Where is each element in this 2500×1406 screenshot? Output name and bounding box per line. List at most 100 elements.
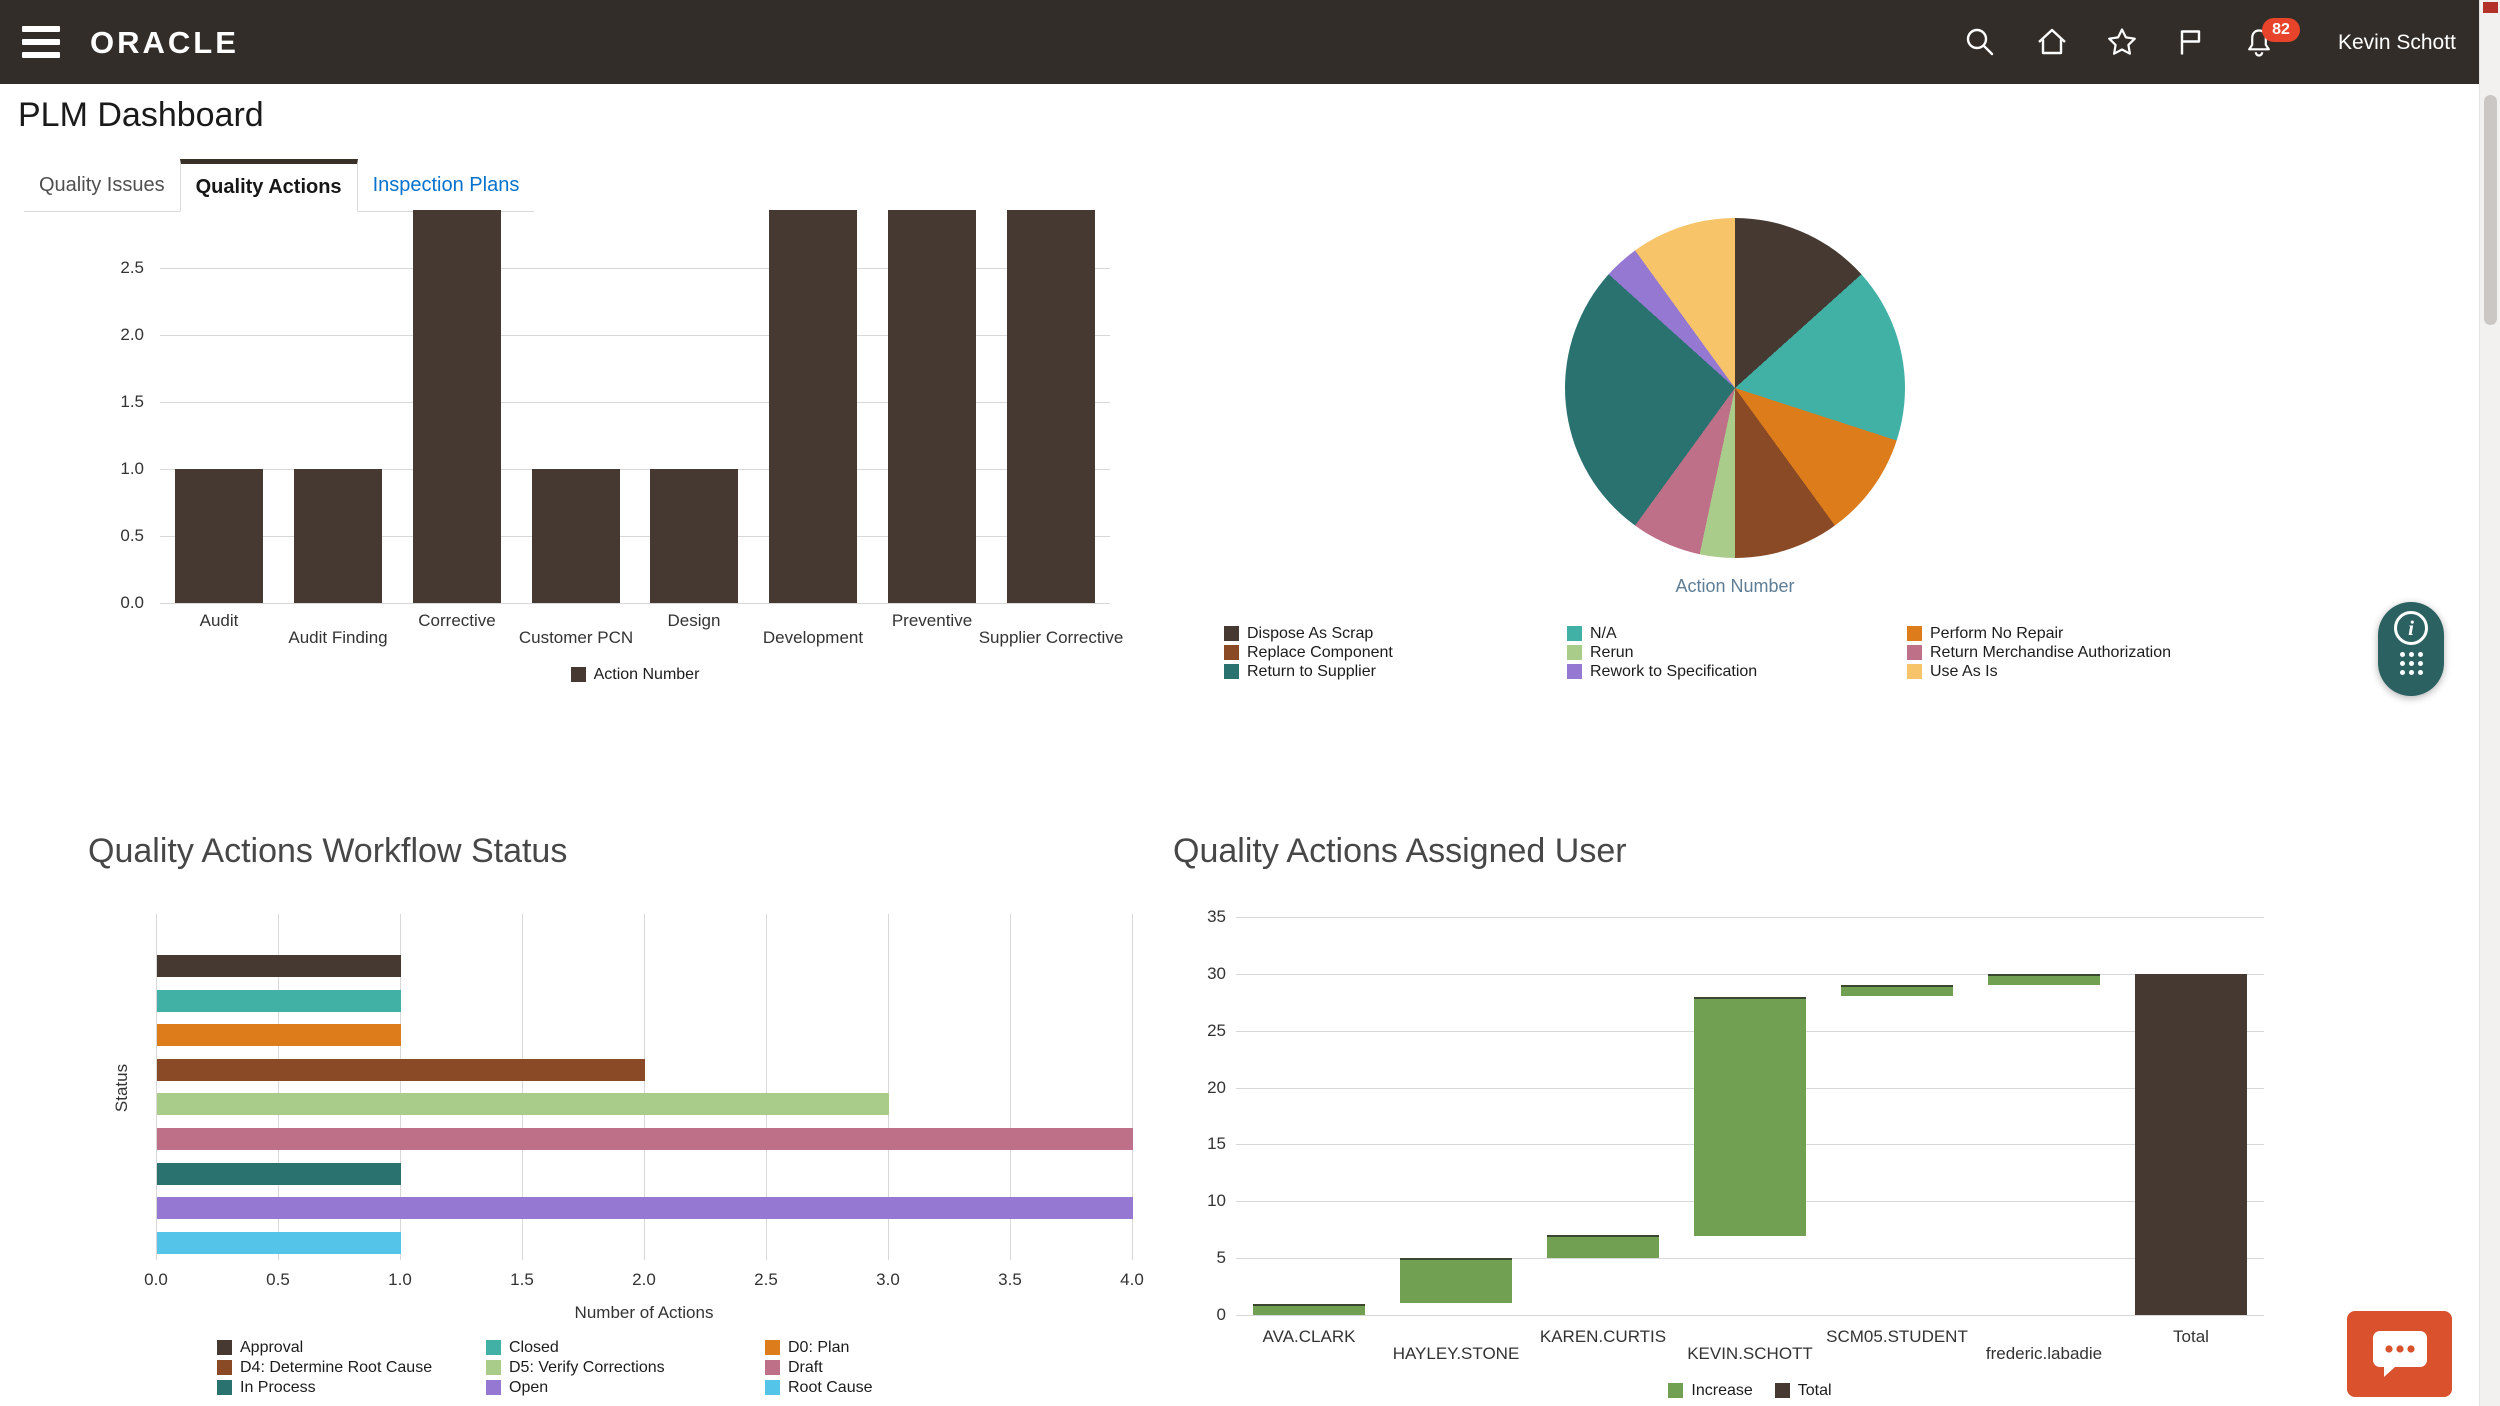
legend-swatch	[765, 1360, 780, 1375]
x-tick-label: 2.5	[754, 1270, 778, 1289]
y-tick-label: 15	[1207, 1134, 1226, 1153]
y-tick-label: 1.5	[120, 392, 144, 411]
gridline	[156, 914, 157, 1260]
legend-item: Draft	[765, 1358, 823, 1377]
x-category-label: Total	[2173, 1327, 2209, 1346]
chart-legend: Action Number	[160, 665, 1110, 684]
legend-label: In Process	[240, 1379, 316, 1396]
legend-label: Rework to Specification	[1590, 663, 1758, 680]
x-category-label: Audit	[199, 611, 239, 630]
tab-quality-actions[interactable]: Quality Actions	[179, 159, 358, 212]
search-icon[interactable]	[1963, 25, 1997, 59]
x-category-label: AVA.CLARK	[1262, 1327, 1356, 1346]
y-tick-label: 20	[1207, 1078, 1226, 1097]
gridline	[160, 402, 1110, 403]
x-category-label: SCM05.STUDENT	[1826, 1327, 1968, 1346]
user-menu[interactable]: Kevin Schott	[2338, 31, 2456, 54]
legend-label: D5: Verify Corrections	[509, 1359, 665, 1376]
legend-swatch	[217, 1380, 232, 1395]
legend-item: Approval	[217, 1338, 303, 1357]
legend-swatch	[217, 1360, 232, 1375]
bar	[1841, 985, 1953, 996]
legend-label: Draft	[788, 1359, 823, 1376]
bar	[157, 955, 401, 977]
legend-item: D0: Plan	[765, 1338, 849, 1357]
bar	[157, 1059, 645, 1081]
x-tick-label: 2.0	[632, 1270, 656, 1289]
legend-swatch	[1668, 1383, 1684, 1398]
x-axis-label: Number of Actions	[574, 1303, 714, 1322]
x-tick-label: 3.0	[876, 1270, 900, 1289]
info-icon: i	[2394, 611, 2428, 645]
quality-actions-bar-chart: 0.0 0.5 1.0 1.5 2.0 2.5 Audit Audit Finding Corr…	[0, 200, 1160, 700]
home-icon[interactable]	[2035, 25, 2069, 59]
guided-learning-widget[interactable]: i	[2378, 602, 2444, 696]
gridline	[278, 914, 279, 1260]
assigned-user-title: Quality Actions Assigned User	[1173, 832, 1627, 870]
bar	[650, 469, 738, 603]
x-tick-label: 4.0	[1120, 1270, 1144, 1289]
legend-swatch	[486, 1340, 501, 1355]
legend-swatch	[1567, 645, 1582, 660]
app-header: ORACLE 82 Kevin Schott	[0, 0, 2500, 84]
legend-label: D4: Determine Root Cause	[240, 1359, 433, 1376]
oracle-logo: ORACLE	[90, 25, 239, 60]
bar	[1988, 974, 2100, 985]
y-tick-label: 35	[1207, 907, 1226, 926]
scrollbar-thumb[interactable]	[2484, 95, 2497, 325]
bar	[413, 210, 501, 603]
flag-watchlist-icon[interactable]	[2173, 25, 2207, 59]
legend-label: Dispose As Scrap	[1247, 625, 1374, 642]
y-tick-label: 2.5	[120, 258, 144, 277]
bar	[157, 1197, 1133, 1219]
legend-label: Open	[509, 1379, 549, 1396]
bar	[157, 1232, 401, 1254]
x-tick-label: 1.5	[510, 1270, 534, 1289]
legend-label: D0: Plan	[788, 1339, 850, 1356]
bar	[157, 990, 401, 1012]
chat-bubble-icon	[2372, 1331, 2427, 1377]
legend-swatch	[1224, 626, 1239, 641]
workflow-status-chart: Number of Actions Status 0.0 0.5 1.0 1.5 2.0…	[0, 820, 1160, 1406]
y-tick-label: 25	[1207, 1021, 1226, 1040]
bar	[1547, 1235, 1659, 1258]
x-category-label: KAREN.CURTIS	[1539, 1327, 1667, 1346]
legend-label: Use As Is	[1930, 663, 1998, 680]
y-tick-label: 2.0	[120, 325, 144, 344]
bar	[175, 469, 263, 603]
legend-swatch	[1907, 645, 1922, 660]
legend-swatch	[570, 667, 586, 682]
x-category-label: Preventive	[891, 611, 973, 630]
y-tick-label: 0.5	[120, 526, 144, 545]
legend-item: Replace Component	[1224, 643, 1393, 662]
bar	[157, 1024, 401, 1046]
gridline	[644, 914, 645, 1260]
legend-swatch	[1567, 664, 1582, 679]
menu-icon[interactable]	[22, 26, 60, 58]
scrollbar-track[interactable]	[2479, 0, 2500, 1406]
legend-label: Approval	[240, 1339, 304, 1356]
legend-item: N/A	[1567, 624, 1617, 643]
bar	[532, 469, 620, 603]
gridline	[1236, 1258, 2264, 1259]
legend-label: Total	[1797, 1382, 1832, 1399]
gridline	[400, 914, 401, 1260]
feedback-chat-button[interactable]	[2347, 1311, 2452, 1397]
bar	[1400, 1258, 1512, 1303]
legend-item: Dispose As Scrap	[1224, 624, 1373, 643]
x-tick-label: 0.0	[144, 1270, 168, 1289]
legend-item: Closed	[486, 1338, 559, 1357]
legend-label: N/A	[1590, 625, 1617, 642]
legend-swatch	[765, 1340, 780, 1355]
legend-item: Return to Supplier	[1224, 662, 1376, 681]
dot-grid-icon	[2399, 652, 2423, 675]
tab-quality-issues[interactable]: Quality Issues	[24, 159, 180, 212]
favorites-star-icon[interactable]	[2105, 25, 2139, 59]
x-category-label: HAYLEY.STONE	[1392, 1344, 1520, 1363]
gridline	[766, 914, 767, 1260]
legend-swatch	[217, 1340, 232, 1355]
legend-item: Use As Is	[1907, 662, 1998, 681]
gridline	[1132, 914, 1133, 1260]
pie-title: Action Number	[1675, 576, 1795, 596]
bar	[2135, 974, 2247, 1315]
